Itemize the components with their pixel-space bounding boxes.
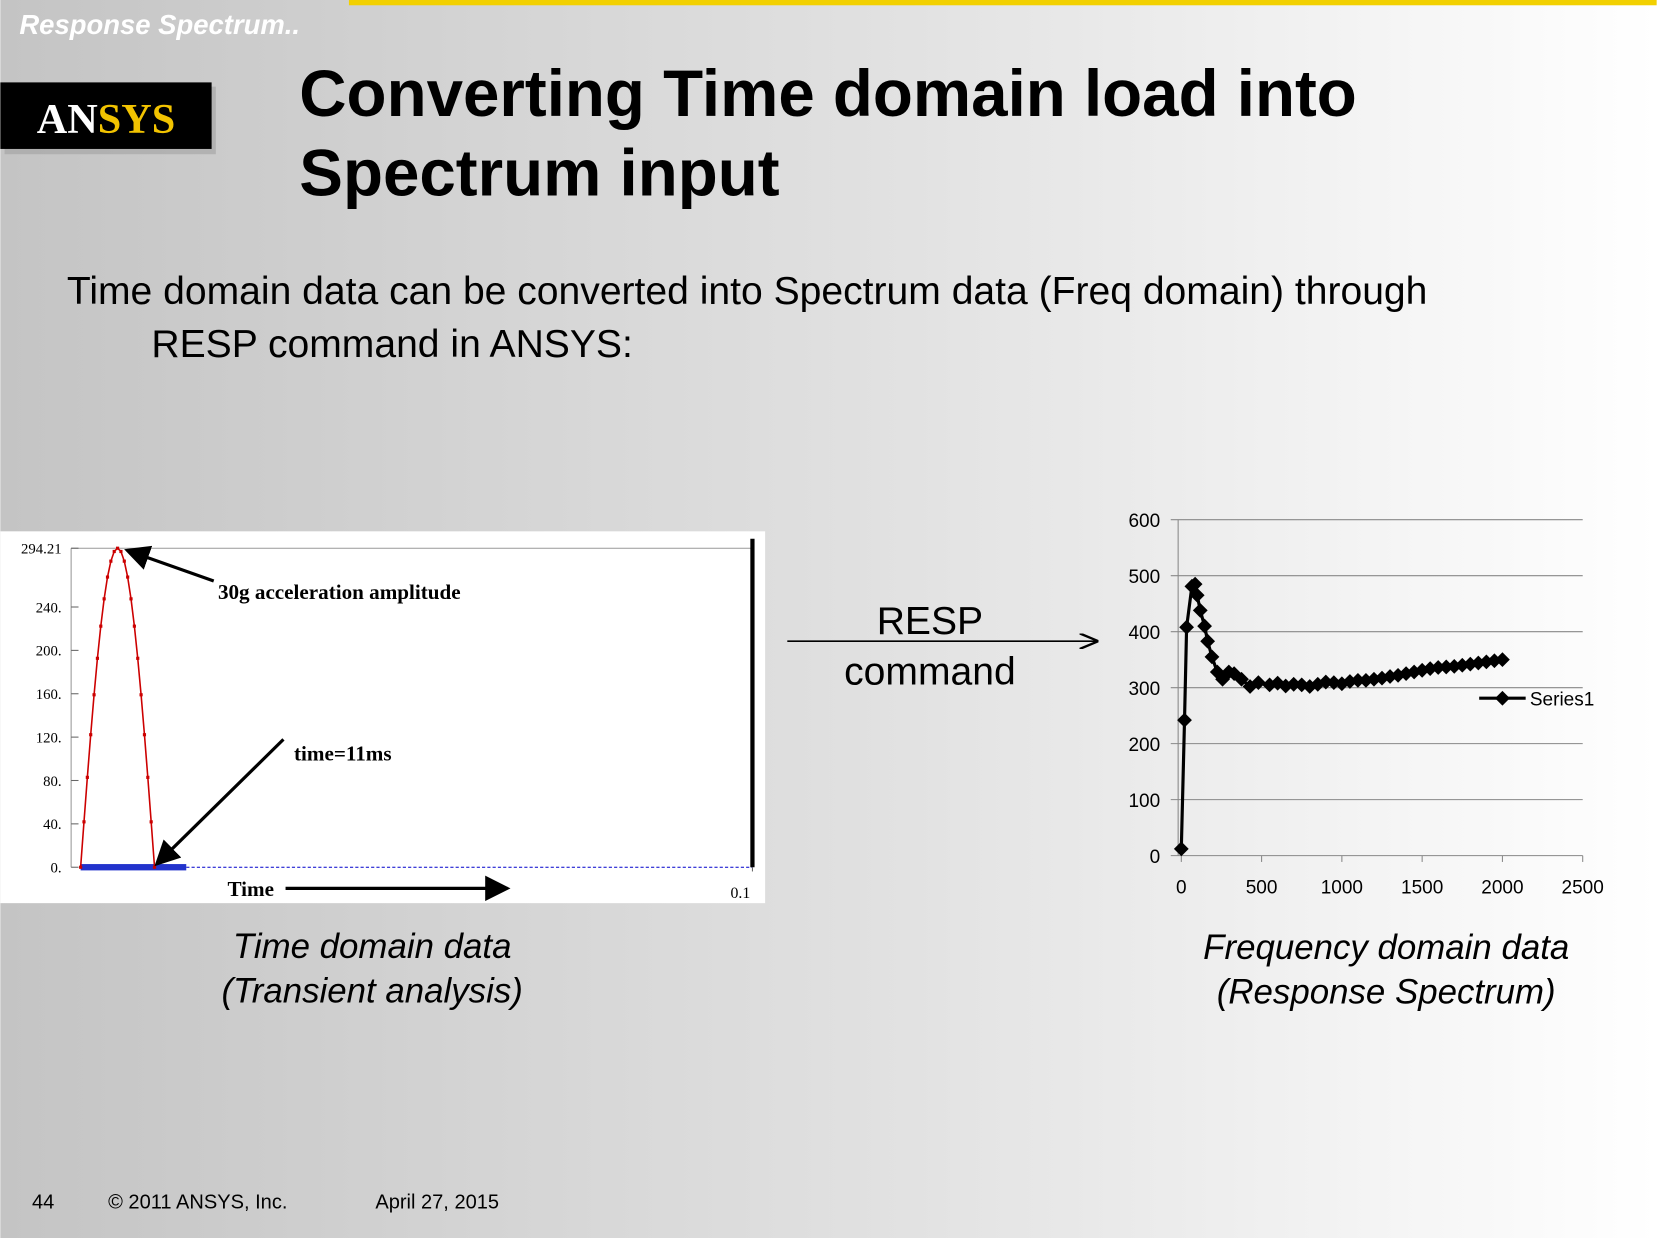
y-tick-label: 240. — [36, 600, 62, 616]
point — [1177, 712, 1192, 728]
caption: (Transient analysis) — [221, 971, 522, 1010]
y-tick-label: 40. — [43, 817, 61, 833]
section-title: Response Spectrum.. — [19, 9, 300, 40]
point — [115, 546, 120, 550]
title-line: Spectrum input — [299, 136, 779, 209]
y-tick-label: 400 — [1128, 623, 1160, 644]
x-tick-label: 2000 — [1481, 878, 1523, 899]
x-tick-label: 1000 — [1321, 878, 1363, 899]
body-line: Time domain data can be converted into S… — [67, 270, 1428, 313]
y-tick-label: 200. — [36, 644, 62, 660]
y-tick-label: 100 — [1128, 791, 1160, 812]
x-tick-label: 2500 — [1562, 878, 1604, 899]
point — [82, 820, 86, 824]
arrow-label: RESP — [877, 600, 983, 643]
point — [149, 820, 153, 824]
point — [92, 693, 96, 697]
point — [152, 865, 157, 869]
point — [1189, 587, 1205, 603]
x-axis-label: Time — [227, 877, 274, 901]
caption: Frequency domain data — [1203, 928, 1569, 967]
y-tick-label: 0 — [1150, 847, 1161, 868]
point — [142, 733, 147, 737]
caption: (Response Spectrum) — [1217, 972, 1556, 1011]
legend-label: Series1 — [1530, 690, 1594, 711]
point — [109, 559, 113, 563]
point — [102, 597, 106, 601]
x-tick-label: 0.1 — [731, 885, 751, 902]
logo — [0, 82, 212, 149]
annotation-arrow — [124, 545, 215, 583]
point — [132, 624, 136, 628]
left-chart-bg — [0, 531, 766, 904]
x-tick-label: 0 — [1176, 878, 1187, 899]
point — [119, 549, 123, 554]
y-tick-label: 200 — [1128, 735, 1160, 756]
body-line: RESP command in ANSYS: — [151, 323, 632, 366]
arrow-label: command — [844, 650, 1016, 693]
y-tick-label: 160. — [36, 687, 62, 703]
point — [112, 549, 116, 554]
logo-text: ANSYS — [37, 96, 176, 143]
annotation-arrow — [154, 738, 285, 867]
point — [105, 575, 110, 579]
point — [85, 775, 89, 779]
y-tick-label: 294.21 — [21, 542, 62, 558]
legend-marker — [1495, 690, 1510, 706]
point — [136, 656, 140, 660]
point — [146, 775, 150, 779]
y-tick-label: 80. — [43, 774, 61, 790]
zero-band — [80, 864, 187, 871]
y-tick-label: 0. — [51, 861, 62, 877]
time-chart: 0. 40. 80. 120. 160. 200. 240. 294.21 0.1 Time 30g… — [21, 538, 755, 902]
point — [1192, 603, 1208, 618]
x-tick-label: 1500 — [1401, 878, 1443, 899]
x-tick-label: 500 — [1246, 878, 1278, 899]
body-text: Time domain data can be converted into S… — [67, 270, 1438, 366]
point — [1438, 659, 1454, 675]
point — [89, 733, 93, 737]
point — [122, 559, 126, 563]
caption: Time domain data — [233, 927, 512, 966]
point — [99, 624, 103, 628]
annotation: time=11ms — [294, 742, 392, 766]
annotation: 30g acceleration amplitude — [218, 580, 461, 604]
y-tick-label: 120. — [36, 730, 62, 746]
slide-title: Converting Time domain load into Spectru… — [299, 57, 1375, 209]
point — [1173, 841, 1189, 857]
point — [79, 865, 83, 869]
point — [1179, 619, 1195, 635]
copyright: © 2011 ANSYS, Inc. — [108, 1191, 287, 1213]
date: April 27, 2015 — [375, 1191, 499, 1213]
y-tick-label: 600 — [1128, 511, 1160, 532]
top-bar — [348, 0, 1657, 6]
page-number: 44 — [32, 1191, 54, 1213]
point — [1197, 618, 1212, 634]
point — [126, 575, 130, 579]
y-tick-label: 300 — [1128, 679, 1160, 700]
point — [129, 597, 133, 601]
point — [1430, 660, 1446, 675]
title-line: Converting Time domain load into — [299, 57, 1357, 130]
point — [1187, 576, 1203, 592]
point — [139, 693, 143, 697]
point — [95, 656, 100, 660]
y-tick-label: 500 — [1128, 567, 1160, 588]
